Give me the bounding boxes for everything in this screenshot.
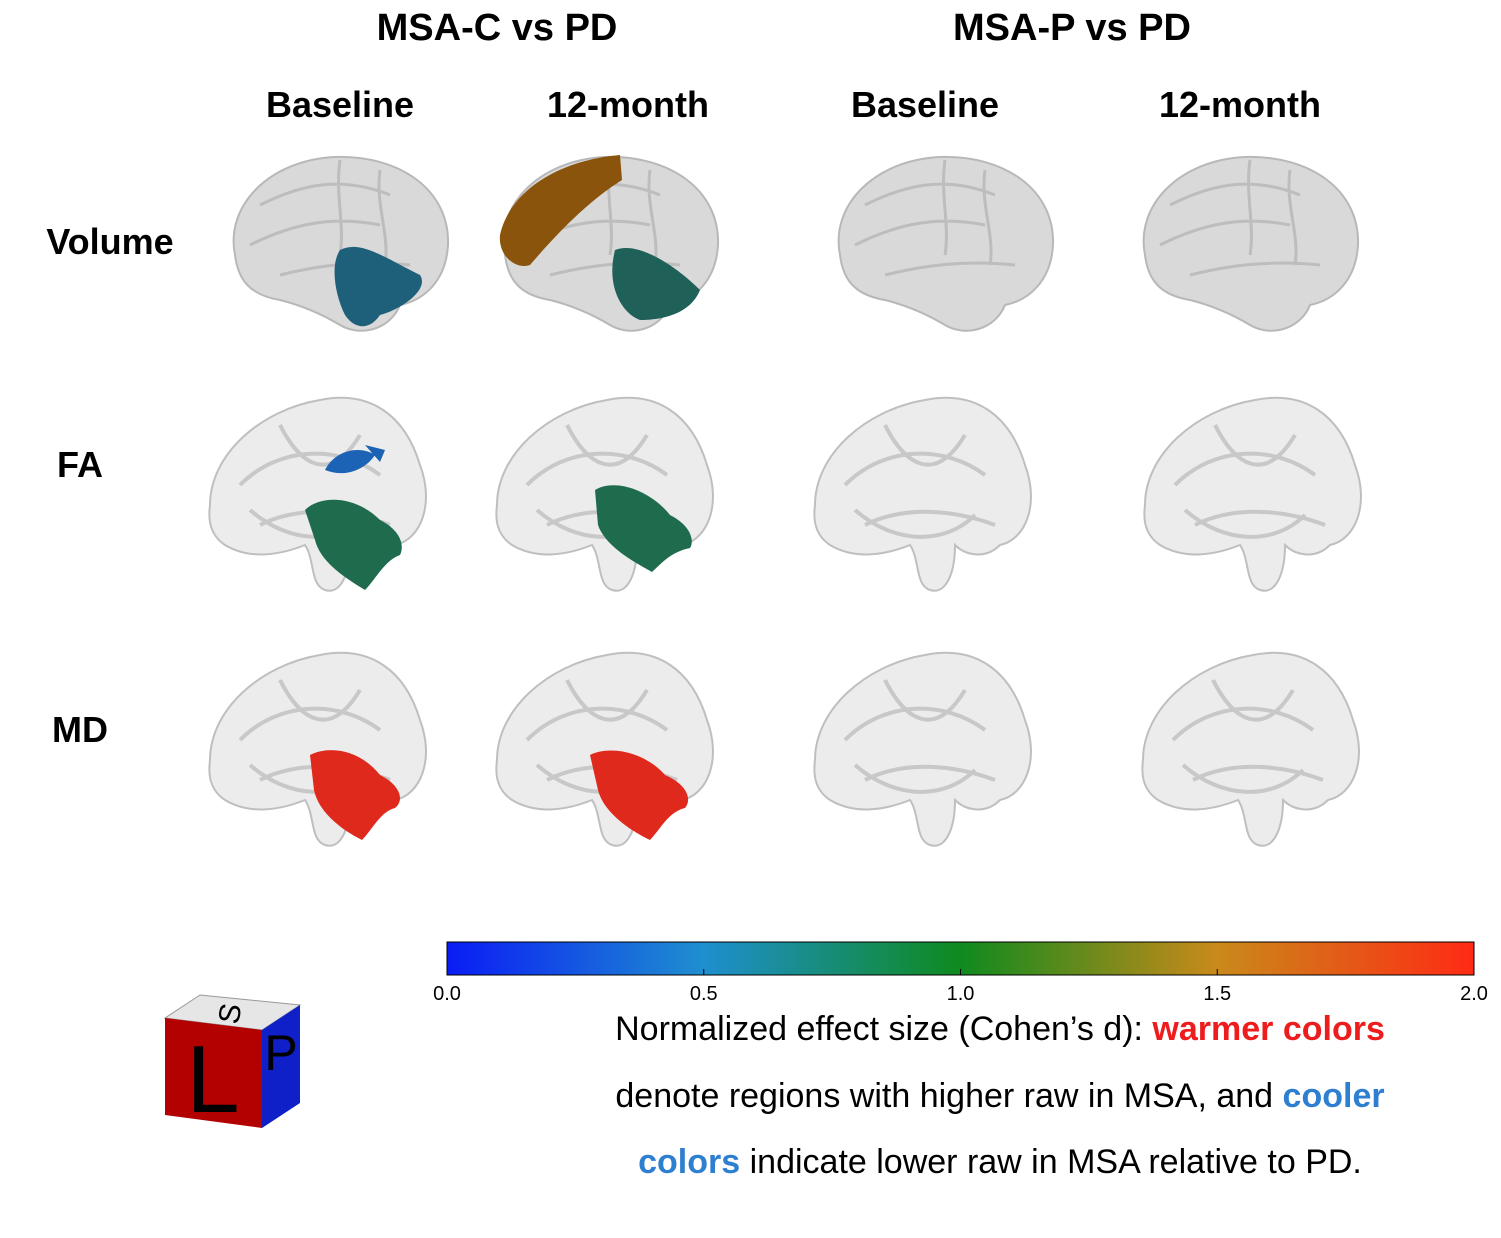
caption-line: Normalized effect size (Cohen’s d): warm… — [615, 1010, 1385, 1048]
brain-tract — [207, 650, 428, 848]
brain-tract — [494, 650, 715, 848]
colorbar-tick-label: 1.5 — [1203, 983, 1231, 1005]
column-header: 12-month — [547, 84, 709, 125]
region-overlay — [305, 499, 402, 590]
caption-text: indicate lower raw in MSA relative to PD… — [740, 1143, 1362, 1181]
cube-front — [165, 1018, 262, 1128]
region-overlay — [595, 485, 692, 572]
region-overlay — [590, 750, 689, 840]
region-overlay — [325, 445, 385, 474]
orientation-cube — [163, 994, 302, 1128]
caption-line: denote regions with higher raw in MSA, a… — [615, 1077, 1384, 1115]
brain-volume — [1142, 155, 1360, 333]
volume-row — [232, 155, 1360, 333]
cube-letter-front: L — [186, 1026, 239, 1133]
colorbar-tick-label: 1.0 — [947, 983, 975, 1005]
group-title: MSA-P vs PD — [953, 7, 1191, 49]
caption-text: denote regions with higher raw in MSA, a… — [615, 1077, 1282, 1115]
column-header: 12-month — [1159, 84, 1321, 125]
colorbar-tick-label: 0.5 — [690, 983, 718, 1005]
brain-tract — [1140, 650, 1361, 848]
caption-highlight: warmer colors — [1151, 1010, 1384, 1048]
region-overlay — [334, 246, 422, 327]
md-row — [207, 650, 1361, 848]
fa-row — [207, 395, 1363, 593]
colorbar-tick-label: 0.0 — [433, 983, 461, 1005]
group-title: MSA-C vs PD — [377, 7, 618, 49]
column-header: Baseline — [851, 84, 999, 125]
caption-text: Normalized effect size (Cohen’s d): — [615, 1010, 1152, 1048]
row-label: FA — [57, 444, 103, 485]
cube-side — [262, 1005, 300, 1128]
row-label: Volume — [46, 221, 173, 262]
caption-line: colors indicate lower raw in MSA relativ… — [638, 1143, 1362, 1181]
region-overlay — [499, 155, 622, 266]
brain-tract — [207, 395, 428, 593]
colorbar-tick-label: 2.0 — [1460, 983, 1488, 1005]
brain-tract — [812, 650, 1033, 848]
caption-highlight: colors — [638, 1143, 740, 1181]
cube-letter-side: P — [264, 1025, 297, 1081]
column-header: Baseline — [266, 84, 414, 125]
region-overlay — [310, 750, 400, 840]
region-overlay — [612, 248, 700, 320]
row-label: MD — [52, 709, 108, 750]
brain-tract — [812, 395, 1033, 593]
brain-volume — [837, 155, 1055, 333]
brain-tract — [1142, 395, 1363, 593]
caption-highlight: cooler — [1283, 1077, 1385, 1115]
